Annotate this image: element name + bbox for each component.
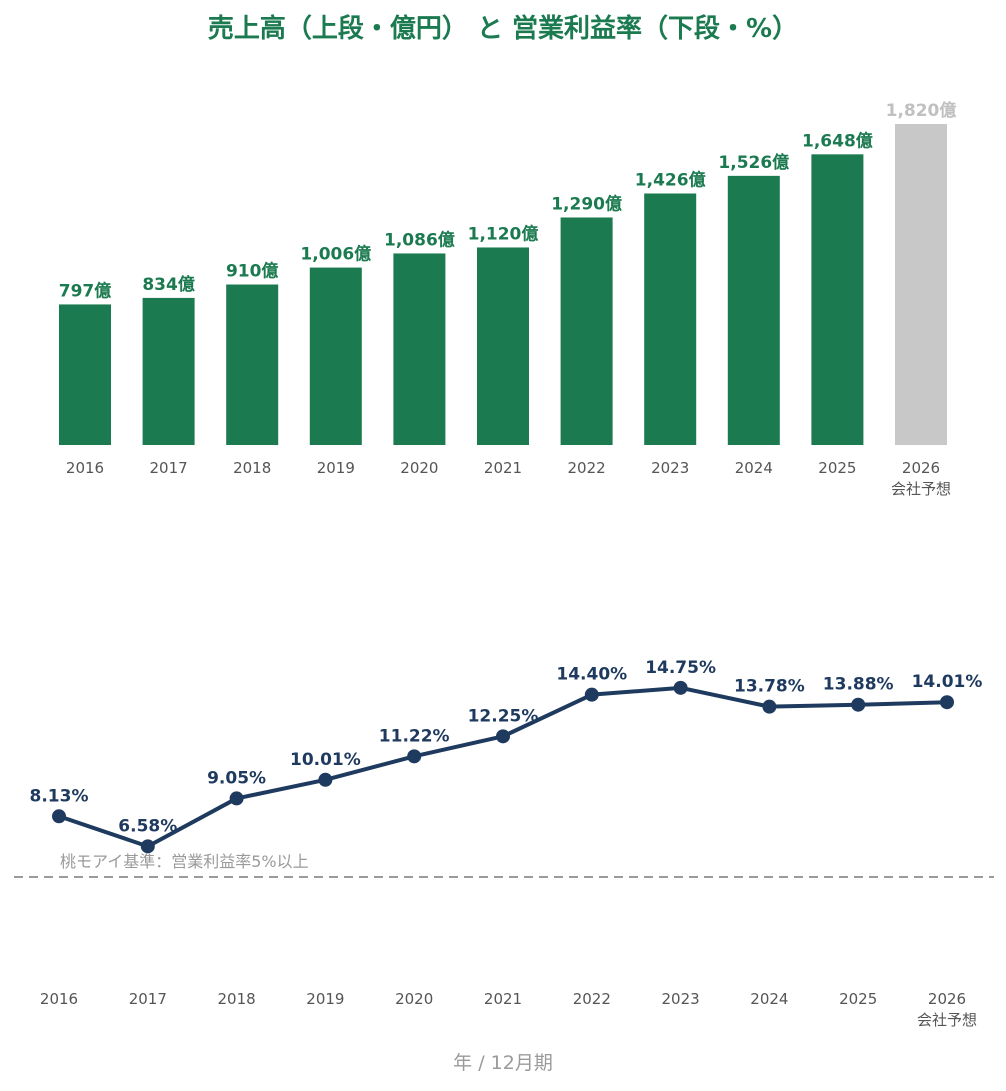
sales-bar-2022: [560, 217, 613, 445]
margin-value-label: 6.58%: [118, 816, 177, 836]
margin-x-tick: 2019: [306, 990, 344, 1008]
margin-value-label: 10.01%: [290, 750, 361, 770]
margin-x-tick: 2023: [662, 990, 700, 1008]
x-axis-caption: 年 / 12月期: [453, 1052, 553, 1074]
sales-x-tick: 2016: [66, 459, 104, 477]
sales-value-label: 1,120億: [468, 223, 539, 244]
margin-point-2016: [52, 809, 66, 824]
margin-x-tick: 2016: [40, 990, 78, 1008]
margin-value-label: 11.22%: [379, 726, 450, 746]
margin-value-label: 14.75%: [645, 658, 716, 678]
margin-point-2023: [673, 680, 688, 695]
margin-value-label: 12.25%: [468, 706, 539, 726]
margin-x-tick: 2022: [573, 990, 611, 1008]
margin-point-2026: [940, 695, 954, 710]
sales-bar-2023: [644, 193, 697, 445]
sales-bar-2016: [59, 304, 111, 445]
sales-value-label: 1,290億: [551, 193, 622, 214]
margin-point-2025: [851, 697, 866, 712]
sales-bar-2026: [895, 124, 947, 445]
margin-point-2019: [318, 772, 333, 787]
margin-value-label: 9.05%: [207, 768, 266, 788]
margin-forecast-note: 会社予想: [917, 1011, 977, 1029]
sales-x-tick: 2018: [233, 459, 271, 477]
margin-x-tick: 2020: [395, 990, 433, 1008]
sales-x-tick: 2017: [150, 459, 188, 477]
margin-point-2024: [762, 699, 777, 714]
margin-point-2022: [584, 687, 599, 702]
sales-x-tick: 2020: [400, 459, 438, 477]
sales-value-label: 1,086億: [384, 229, 455, 250]
margin-value-label: 13.78%: [734, 677, 805, 697]
sales-x-tick: 2024: [735, 459, 773, 477]
reference-line-label: 桃モアイ基準：営業利益率5%以上: [60, 852, 309, 871]
sales-forecast-note: 会社予想: [891, 480, 951, 498]
sales-x-tick: 2026: [902, 459, 940, 477]
margin-value-label: 13.88%: [823, 675, 894, 695]
margin-value-label: 14.40%: [556, 665, 627, 685]
sales-bar-2025: [811, 154, 864, 446]
margin-x-tick: 2025: [839, 990, 877, 1008]
margin-point-2017: [140, 839, 155, 854]
margin-x-tick: 2017: [129, 990, 167, 1008]
margin-point-2020: [407, 749, 422, 764]
sales-bar-2024: [727, 175, 780, 445]
sales-bar-2020: [393, 253, 446, 445]
sales-bar-2018: [226, 284, 279, 445]
sales-x-tick: 2019: [317, 459, 355, 477]
margin-x-tick: 2024: [750, 990, 788, 1008]
sales-bar-chart: 797億 2016 834億 2017 910億 2018 1,006億 2019 1,086億…: [59, 100, 957, 498]
margin-value-label: 14.01%: [912, 672, 983, 692]
sales-value-label: 1,820億: [886, 100, 957, 121]
sales-x-tick: 2025: [818, 459, 856, 477]
sales-value-label: 1,426億: [635, 169, 706, 190]
sales-bar-2021: [477, 247, 529, 445]
margin-point-2021: [496, 729, 510, 744]
margin-x-tick: 2021: [484, 990, 522, 1008]
sales-value-label: 1,648億: [802, 130, 873, 151]
sales-value-label: 1,006億: [300, 244, 371, 265]
margin-x-tick: 2018: [218, 990, 256, 1008]
sales-x-tick: 2022: [568, 459, 606, 477]
sales-value-label: 1,526億: [718, 152, 789, 173]
margin-value-label: 8.13%: [30, 786, 89, 806]
sales-value-label: 834億: [142, 274, 195, 295]
margin-x-tick: 2026: [928, 990, 966, 1008]
sales-value-label: 910億: [226, 261, 279, 282]
sales-x-tick: 2023: [651, 459, 689, 477]
chart-title: 売上高（上段・億円） と 営業利益率（下段・%）: [207, 14, 799, 44]
sales-x-tick: 2021: [484, 459, 522, 477]
sales-bar-2019: [309, 267, 362, 445]
margin-line-chart: 桃モアイ基準：営業利益率5%以上 8.13% 2016 6.58% 2017 9.05% 2…: [14, 658, 994, 1029]
margin-point-2018: [229, 791, 244, 806]
sales-value-label: 797億: [59, 280, 112, 301]
sales-bar-2017: [142, 297, 195, 445]
